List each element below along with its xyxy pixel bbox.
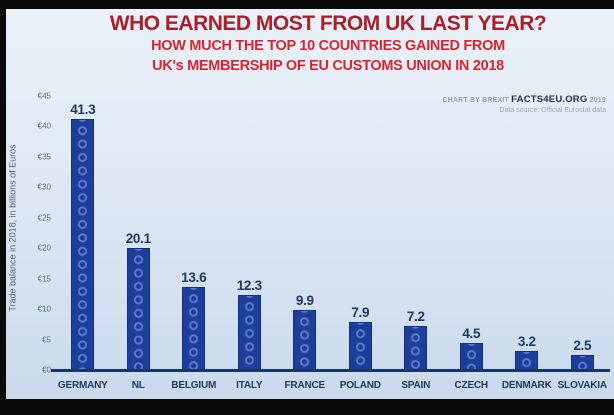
x-axis-label: SPAIN bbox=[401, 380, 431, 391]
x-axis-labels: GERMANY NL BELGIUM ITALY FRANCE POLAND SPAIN CZ… bbox=[55, 380, 610, 391]
bar-value-label: 2.5 bbox=[573, 337, 592, 353]
credit-year: 2019 bbox=[587, 97, 606, 104]
bar-value-label: 13.6 bbox=[181, 270, 207, 286]
bar-value-label: 12.3 bbox=[236, 278, 262, 294]
x-axis-label: NL bbox=[131, 380, 145, 391]
page-title: WHO EARNED MOST FROM UK LAST YEAR? bbox=[109, 12, 547, 35]
x-axis-label: DENMARK bbox=[501, 380, 552, 391]
x-axis-label: BELGIUM bbox=[171, 380, 217, 391]
plot-area: 41.3 20.1 13.6 12.3 9.9 7.9 7.2 4.5 3.2 2.5 bbox=[55, 96, 610, 370]
y-axis-title: Trade balance in 2018, in billions of Eu… bbox=[8, 144, 18, 312]
bar-slot: 41.3 bbox=[55, 96, 110, 370]
x-axis-label: POLAND bbox=[339, 380, 381, 391]
bar-value-label: 7.2 bbox=[406, 309, 425, 325]
plot-wrap: €0 €5 €10 €15 €20 €25 €30 €35 €40 €45 41.3 20.1 13.… bbox=[38, 92, 610, 391]
bar-slot: 7.9 bbox=[333, 96, 388, 370]
bar-value-label: 20.1 bbox=[125, 230, 151, 246]
x-axis-line bbox=[51, 369, 610, 372]
bar-germany bbox=[71, 118, 95, 370]
bar-italy bbox=[237, 295, 261, 370]
bar-slot: 12.3 bbox=[222, 96, 277, 370]
y-tick: €35 bbox=[37, 152, 51, 162]
y-tick: €20 bbox=[37, 243, 51, 253]
bar-value-label: 3.2 bbox=[517, 333, 536, 349]
bar-value-label: 4.5 bbox=[462, 325, 481, 341]
y-tick: €30 bbox=[37, 182, 51, 192]
bar-belgium bbox=[182, 287, 206, 370]
credit-source: Data source: Official Eurostat data bbox=[499, 107, 606, 114]
subtitle-line-1: HOW MUCH THE TOP 10 COUNTRIES GAINED FRO… bbox=[151, 38, 505, 54]
subtitle-line-2: UK's MEMBERSHIP OF EU CUSTOMS UNION IN 2… bbox=[152, 58, 504, 74]
bar-poland bbox=[348, 321, 372, 370]
credit-line: CHART BY BREXIT FACTS4EU.ORG 2019 bbox=[442, 95, 606, 106]
credit-brand: FACTS4EU.ORG bbox=[511, 94, 588, 105]
y-axis-ticks: €0 €5 €10 €15 €20 €25 €30 €35 €40 €45 bbox=[25, 92, 51, 375]
bar-slovakia bbox=[570, 354, 594, 370]
bar-slot: 3.2 bbox=[499, 96, 554, 370]
bar-slot: 7.2 bbox=[388, 96, 443, 370]
chart-canvas: WHO EARNED MOST FROM UK LAST YEAR? HOW M… bbox=[6, 9, 614, 399]
y-tick: €40 bbox=[37, 121, 51, 131]
y-tick: €0 bbox=[42, 365, 51, 375]
bar-denmark bbox=[515, 350, 539, 370]
credit: CHART BY BREXIT FACTS4EU.ORG 2019 Data s… bbox=[442, 95, 606, 116]
bar-value-label: 7.9 bbox=[351, 304, 370, 320]
bar-slot: 20.1 bbox=[111, 96, 166, 370]
y-tick: €15 bbox=[37, 274, 51, 284]
bar-slot: 4.5 bbox=[444, 96, 499, 370]
bar-slot: 2.5 bbox=[555, 96, 610, 370]
y-tick: €10 bbox=[37, 304, 51, 314]
y-tick: €5 bbox=[42, 335, 51, 345]
bar-slot: 9.9 bbox=[277, 96, 332, 370]
y-tick: €25 bbox=[37, 213, 51, 223]
y-tick: €45 bbox=[37, 91, 51, 101]
x-axis-label: SLOVAKIA bbox=[557, 380, 608, 391]
x-axis-label: CZECH bbox=[454, 380, 489, 391]
bar-france bbox=[293, 309, 317, 370]
header: WHO EARNED MOST FROM UK LAST YEAR? HOW M… bbox=[6, 11, 614, 76]
bar-nl bbox=[126, 247, 150, 370]
x-axis-label: FRANCE bbox=[284, 380, 326, 391]
bar-spain bbox=[404, 326, 428, 370]
x-axis-label: GERMANY bbox=[57, 380, 108, 391]
credit-prefix: CHART BY BREXIT bbox=[442, 97, 512, 104]
bar-czech bbox=[459, 342, 483, 370]
x-axis-label: ITALY bbox=[236, 380, 263, 391]
bar-value-label: 9.9 bbox=[295, 292, 314, 308]
bar-slot: 13.6 bbox=[166, 96, 221, 370]
bar-value-label: 41.3 bbox=[70, 101, 96, 117]
